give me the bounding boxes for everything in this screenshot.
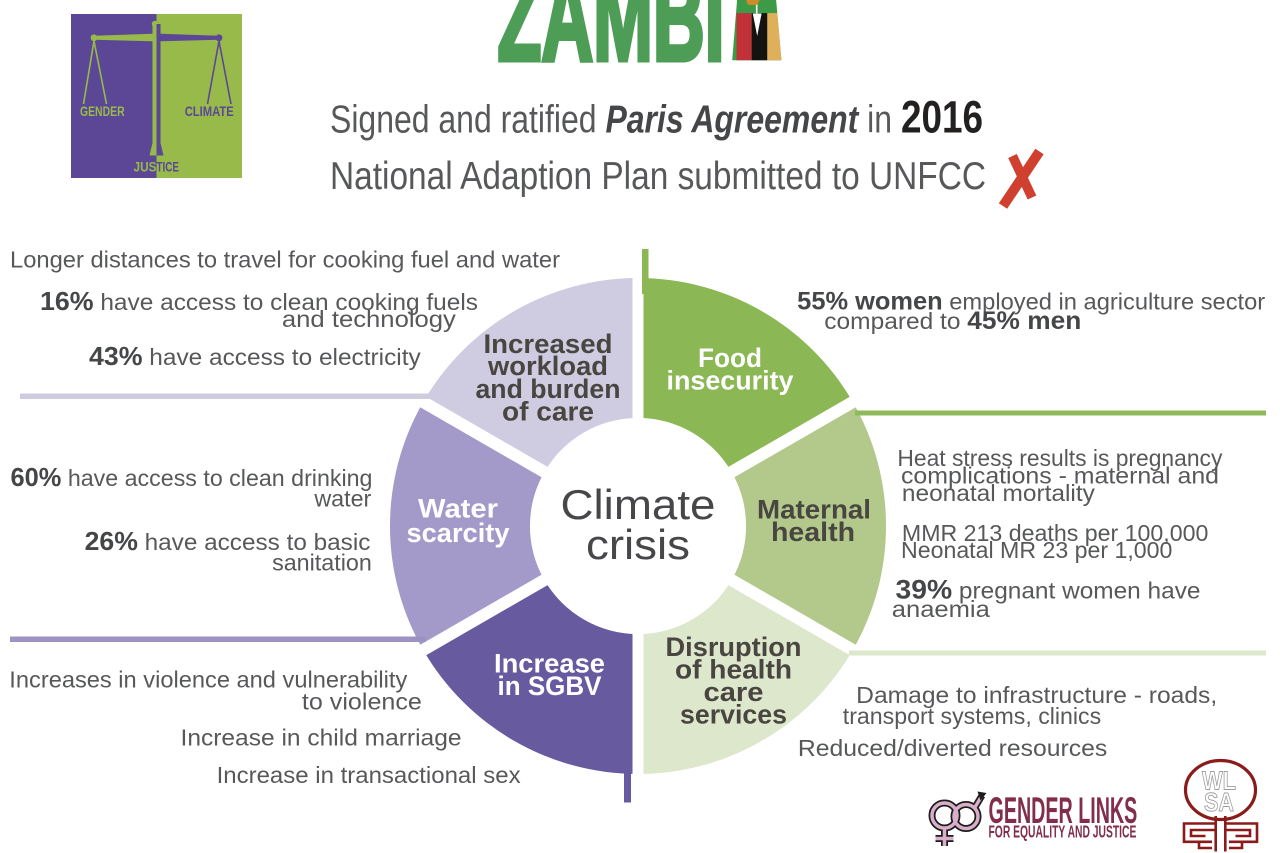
svg-text:Neonatal MR 23 per 1,000: Neonatal MR 23 per 1,000 xyxy=(901,537,1172,563)
svg-text:complications - maternal and: complications - maternal and xyxy=(901,462,1219,488)
svg-text:Reduced/diverted resources: Reduced/diverted resources xyxy=(798,735,1107,761)
svg-text:to violence: to violence xyxy=(302,688,422,714)
svg-text:Increases in violence and vuln: Increases in violence and vulnerability xyxy=(9,667,407,693)
svg-text:Heat stress results is pregnan: Heat stress results is pregnancy xyxy=(897,445,1222,471)
svg-text:Water: Water xyxy=(418,494,498,524)
svg-text:and burden: and burden xyxy=(476,374,621,404)
svg-text:health: health xyxy=(771,517,855,547)
svg-text:Increase in child marriage: Increase in child marriage xyxy=(181,724,462,750)
svg-text:crisis: crisis xyxy=(586,521,690,568)
svg-text:compared to 45% men: compared to 45% men xyxy=(824,307,1081,335)
svg-text:of care: of care xyxy=(502,396,594,426)
svg-text:Signed and ratified Paris Agre: Signed and ratified Paris Agreement in 2… xyxy=(330,92,983,143)
svg-text:transport systems, clinics: transport systems, clinics xyxy=(843,703,1101,729)
svg-text:26% have access to basic: 26% have access to basic xyxy=(85,528,371,556)
svg-text:39% pregnant women have: 39% pregnant women have xyxy=(896,575,1201,605)
svg-text:workload: workload xyxy=(487,351,608,381)
svg-text:services: services xyxy=(680,700,787,730)
svg-text:FOR EQUALITY AND JUSTICE: FOR EQUALITY AND JUSTICE xyxy=(989,823,1137,842)
svg-text:National Adaption Plan submitt: National Adaption Plan submitted to UNFC… xyxy=(330,155,986,198)
svg-text:CLIMATE: CLIMATE xyxy=(185,104,234,119)
svg-text:Disruption: Disruption xyxy=(666,632,802,662)
svg-text:Damage to infrastructure - roa: Damage to infrastructure - roads, xyxy=(856,682,1217,708)
svg-text:of health: of health xyxy=(675,655,792,685)
svg-text:16% have access to clean cooki: 16% have access to clean cooking fuels xyxy=(40,288,478,316)
svg-text:Increased: Increased xyxy=(484,329,613,359)
svg-text:anaemia: anaemia xyxy=(892,596,990,622)
svg-text:SA: SA xyxy=(1204,787,1234,817)
svg-text:43% have access to electricity: 43% have access to electricity xyxy=(89,343,421,371)
svg-text:Climate: Climate xyxy=(561,481,716,528)
svg-text:and technology: and technology xyxy=(282,306,456,332)
svg-text:ZAMBI: ZAMBI xyxy=(498,0,725,87)
svg-text:Longer distances to travel for: Longer distances to travel for cooking f… xyxy=(10,247,560,273)
svg-text:55% women employed in agricult: 55% women employed in agriculture sector xyxy=(797,287,1265,315)
svg-text:JUS: JUS xyxy=(134,160,157,175)
svg-text:TICE: TICE xyxy=(157,160,180,175)
svg-text:WL: WL xyxy=(1202,766,1236,796)
svg-text:in SGBV: in SGBV xyxy=(498,671,602,701)
svg-text:Food: Food xyxy=(698,343,762,373)
svg-text:Increase: Increase xyxy=(494,649,605,679)
svg-text:Maternal: Maternal xyxy=(757,495,871,525)
svg-text:scarcity: scarcity xyxy=(407,518,510,548)
svg-text:care: care xyxy=(704,677,764,707)
svg-text:GENDER LINKS: GENDER LINKS xyxy=(989,789,1138,831)
svg-text:sanitation: sanitation xyxy=(272,550,372,576)
svg-text:MMR 213 deaths per 100,000: MMR 213 deaths per 100,000 xyxy=(902,520,1209,546)
svg-text:water: water xyxy=(313,486,371,512)
svg-text:60% have access to clean drink: 60% have access to clean drinking xyxy=(11,464,373,492)
svg-text:Increase in transactional sex: Increase in transactional sex xyxy=(217,762,521,788)
svg-text:insecurity: insecurity xyxy=(667,366,794,396)
svg-text:neonatal mortality: neonatal mortality xyxy=(902,480,1095,506)
svg-text:GENDER: GENDER xyxy=(80,104,125,119)
